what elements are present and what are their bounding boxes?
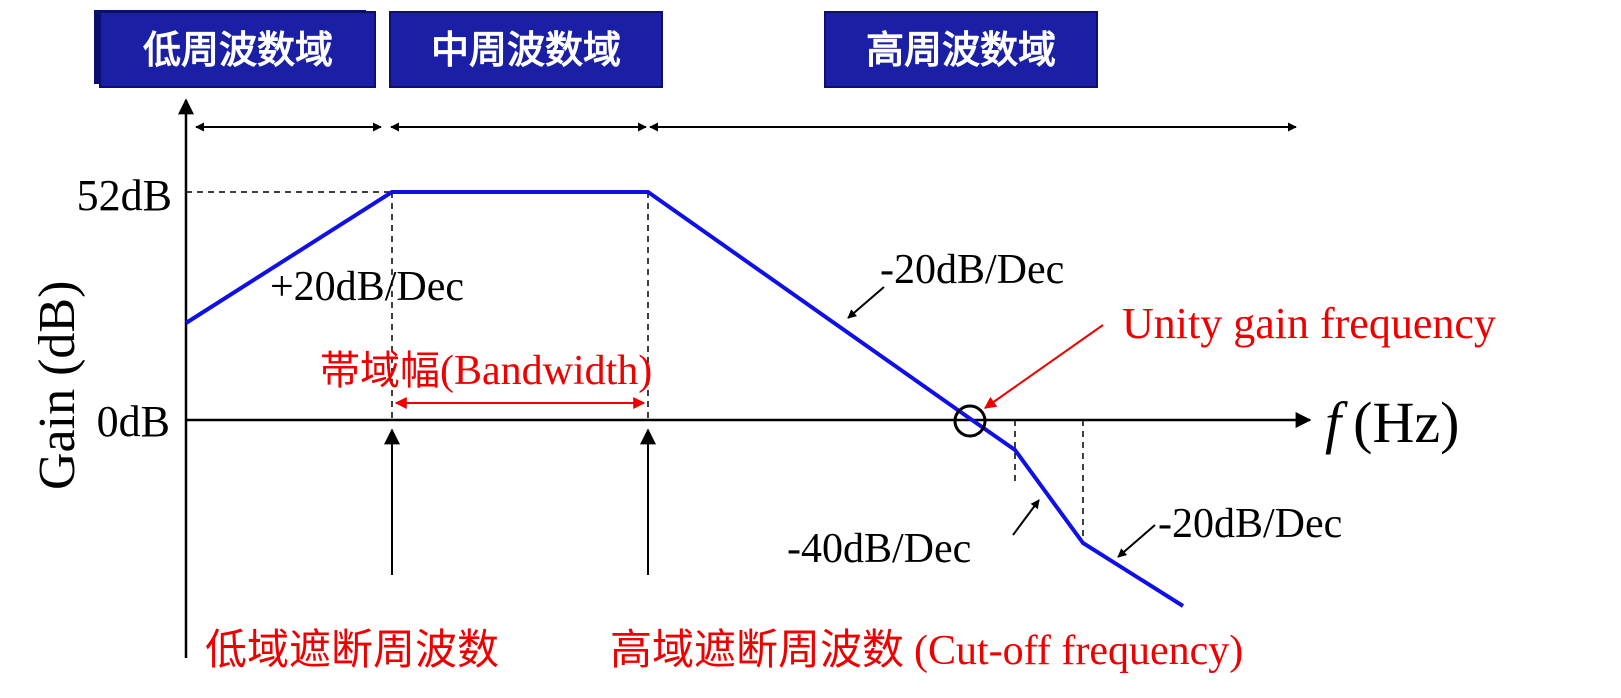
high-cutoff-jp: 高域遮断周波数 — [610, 625, 904, 674]
slope-rise-label: +20dB/Dec — [270, 264, 464, 310]
band-low: 低周波数域 — [94, 10, 376, 88]
bandwidth-label: 帯域幅(Bandwidth) — [320, 348, 652, 394]
slope-fall-1-pointer — [847, 286, 885, 319]
x-axis-label-unit: (Hz) — [1353, 390, 1459, 455]
guide-lines — [186, 191, 1084, 540]
slope-fall-3-label: -20dB/Dec — [1158, 501, 1342, 547]
band-mid: 中周波数域 — [389, 11, 663, 88]
x-axis-label-italic: f — [1325, 390, 1348, 455]
unity-gain-label: Unity gain frequency — [1122, 299, 1496, 348]
unity-gain-pointer — [984, 324, 1104, 409]
y-axis-label: Gain (dB) — [29, 281, 86, 490]
y-tick-52db: 52dB — [77, 171, 172, 220]
band-high-label: 高周波数域 — [866, 28, 1056, 72]
slope-fall-2-label: -40dB/Dec — [787, 526, 971, 572]
unity-gain-marker — [953, 404, 987, 438]
band-mid-label: 中周波数域 — [431, 28, 621, 72]
band-low-label: 低周波数域 — [143, 28, 333, 72]
slope-fall-2-pointer — [1012, 499, 1040, 536]
y-tick-0db: 0dB — [97, 397, 170, 446]
band-high: 高周波数域 — [824, 11, 1098, 88]
x-axis-label: f (Hz) — [1325, 390, 1459, 455]
cutoff-en: (Cut-off frequency) — [914, 628, 1243, 674]
slope-fall-3-pointer — [1117, 524, 1156, 558]
slope-fall-1-label: -20dB/Dec — [880, 247, 1064, 293]
high-cutoff-label: 高域遮断周波数 (Cut-off frequency) — [610, 625, 1243, 674]
gain-curve — [184, 190, 1185, 608]
low-cutoff-label: 低域遮断周波数 — [205, 625, 499, 674]
bandwidth-en: (Bandwidth) — [440, 348, 652, 394]
bandwidth-jp: 帯域幅 — [320, 348, 440, 394]
